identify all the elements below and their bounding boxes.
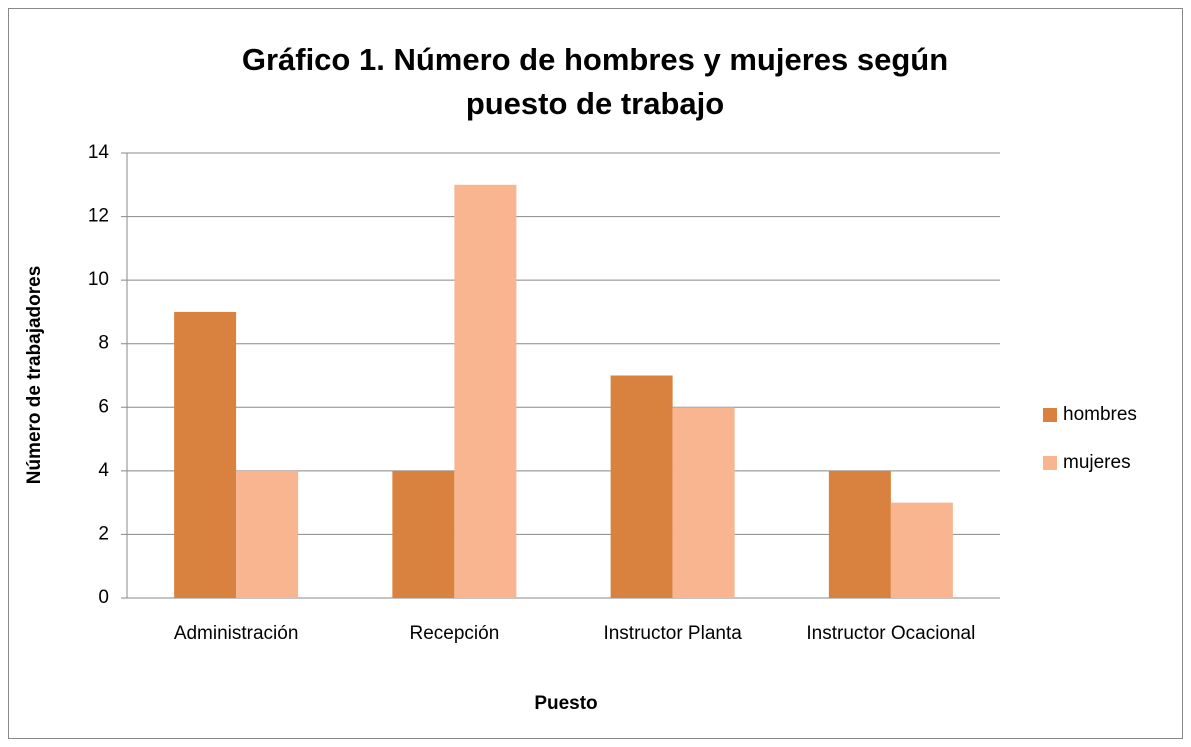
chart-title: Gráfico 1. Número de hombres y mujeres s… (241, 42, 949, 121)
bar (672, 407, 735, 598)
y-tick-label: 14 (88, 142, 110, 163)
x-tick-label: Instructor Ocacional (806, 623, 976, 644)
bar (174, 311, 237, 598)
bar (392, 470, 455, 598)
x-tick-label: Recepción (409, 623, 500, 644)
legend-label: mujeres (1063, 452, 1131, 473)
x-axis-title: Puesto (534, 693, 597, 714)
legend-swatch (1043, 456, 1057, 470)
y-tick-label: 6 (98, 396, 109, 417)
bar (236, 470, 299, 598)
x-tick-label: Administración (173, 623, 299, 644)
y-tick-label: 8 (98, 333, 109, 354)
bar (890, 502, 953, 598)
bar (828, 470, 891, 598)
y-tick-label: 10 (88, 269, 109, 290)
legend-swatch (1043, 408, 1057, 422)
x-tick-label: Instructor Planta (603, 623, 742, 644)
y-tick-label: 2 (98, 523, 109, 544)
y-tick-label: 4 (98, 460, 109, 481)
legend-label: hombres (1063, 404, 1137, 425)
bar (610, 375, 673, 598)
y-tick-label: 12 (88, 206, 109, 227)
bar (454, 184, 517, 599)
y-axis-title: Número de trabajadores (24, 266, 45, 485)
y-tick-label: 0 (98, 587, 109, 608)
